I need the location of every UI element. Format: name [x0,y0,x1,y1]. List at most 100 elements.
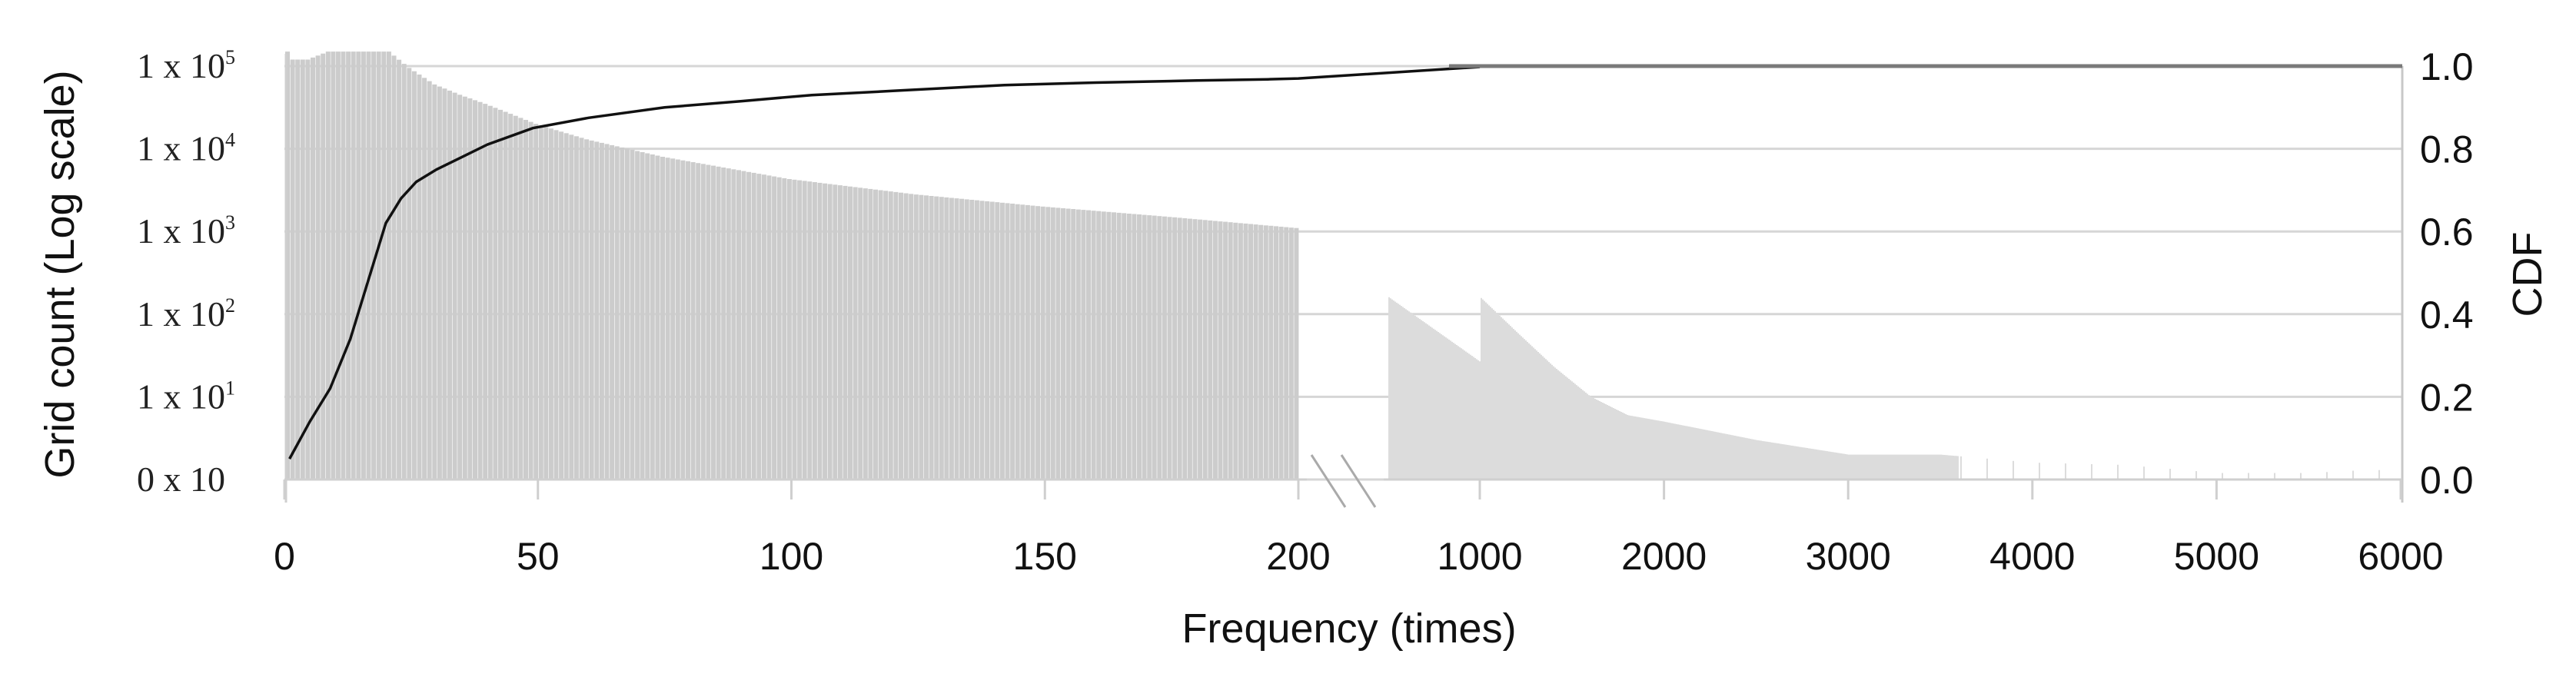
bar [1933,454,1934,480]
bar [1845,453,1846,480]
bar [1619,411,1620,480]
bar [1668,422,1670,480]
bar [1524,339,1525,480]
bar [1714,431,1716,480]
bar [1485,302,1487,480]
bar [1445,337,1447,480]
bar [1588,395,1590,480]
bar [1405,309,1407,480]
bar [1568,379,1570,480]
bar [1942,454,1943,480]
bar [1593,398,1594,480]
cdf-line [288,65,1481,460]
bar [1747,438,1748,480]
x-tick-label: 3000 [1806,535,1891,578]
bar [1428,325,1430,480]
bar [1622,412,1624,480]
bar [1126,214,1132,480]
bar [1594,399,1596,480]
bar [411,71,417,480]
bar [1736,436,1737,480]
bar [924,195,929,480]
bar [888,191,893,480]
bar [1561,372,1562,480]
bar [1720,433,1722,480]
bar [1268,225,1274,480]
bar [1685,426,1687,480]
bar [538,125,543,480]
bar [1953,456,1954,480]
bar [1960,456,1962,480]
bar [1694,427,1696,480]
bar [1727,434,1728,480]
bar [589,140,594,480]
bar [1467,352,1468,480]
bar [1425,323,1427,480]
x-tick-label: 200 [1266,535,1330,578]
bar [1656,420,1657,480]
bar [1447,338,1448,480]
bar [1488,305,1490,480]
bar [1462,349,1464,480]
bar [1020,204,1025,480]
bar [640,152,645,480]
bar [786,179,792,480]
bar [1045,207,1051,480]
bar [1537,352,1539,480]
bar [919,194,924,480]
bar [473,100,477,480]
bar [630,150,635,480]
x-tick-labels: 0 50 100 150 200 1000 2000 3000 4000 5000 6000 [274,535,2444,578]
bar [407,68,412,480]
bar [1813,449,1814,480]
bar [1785,444,1787,480]
bar [351,51,356,480]
bar [1891,454,1893,480]
bar [1551,364,1553,480]
bar [1680,425,1682,480]
bar [1461,348,1462,480]
bar [1740,436,1742,480]
bar [1782,444,1783,480]
bar [1923,454,1925,480]
bar [1660,421,1662,480]
bar [1434,330,1436,480]
bar [1157,216,1162,480]
x-tick-label: 1000 [1437,535,1522,578]
left-y-tick-labels: 0 x 10 1 x 101 1 x 102 1 x 103 1 x 104 1 x 10… [137,46,235,499]
bar [1640,417,1642,480]
right-y-tick-label: 0.0 [2420,459,2474,502]
bar [833,184,838,480]
bar [1796,446,1797,480]
bar [1410,312,1411,480]
bar [2039,463,2040,480]
bar [1908,454,1910,480]
bar [772,176,777,480]
bar [858,188,863,480]
bar [650,154,655,480]
bar [1900,454,1902,480]
x-tick-label: 150 [1013,535,1077,578]
bar [1862,454,1863,480]
bar [1791,445,1793,480]
bar [361,51,366,480]
bar [1783,444,1785,480]
bar [1390,298,1391,480]
bar [543,127,549,480]
bar [995,202,1000,480]
bar [1731,435,1733,480]
bar [1439,333,1441,480]
bar [1814,449,1816,480]
x-tick-label: 6000 [2358,535,2443,578]
bar [1671,423,1673,480]
bar [1448,339,1450,480]
bar [782,178,787,480]
bar [2300,473,2302,480]
bar [843,185,848,480]
bar [1925,454,1926,480]
bar [1527,341,1528,480]
bar [1743,437,1745,480]
bar [356,51,361,480]
bar [1871,454,1873,480]
bar [1617,410,1619,480]
